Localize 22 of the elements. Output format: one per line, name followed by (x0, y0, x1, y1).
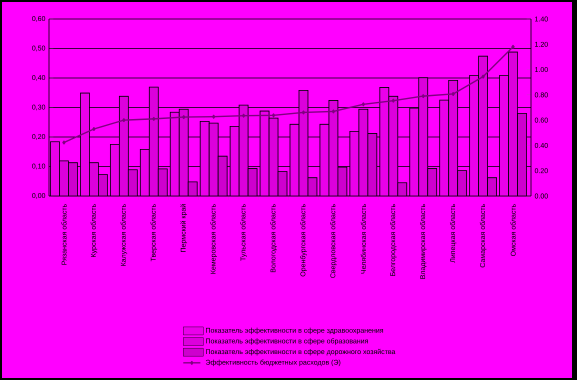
bar (379, 87, 390, 196)
bar (158, 168, 168, 196)
bar (409, 108, 420, 196)
bar (128, 169, 138, 196)
bar (208, 122, 219, 196)
bar (188, 181, 198, 196)
bar (388, 96, 398, 196)
bar (178, 108, 189, 196)
bar (200, 120, 210, 196)
bar (170, 112, 180, 196)
bar (427, 168, 438, 196)
bar (140, 148, 150, 196)
bar (298, 90, 308, 196)
bar (118, 96, 129, 196)
bar (148, 86, 159, 196)
bar (418, 77, 428, 196)
bar (238, 104, 248, 196)
bar (439, 100, 450, 196)
bar (328, 100, 338, 196)
bar (448, 80, 458, 196)
bar (367, 133, 378, 196)
bar (478, 56, 488, 196)
